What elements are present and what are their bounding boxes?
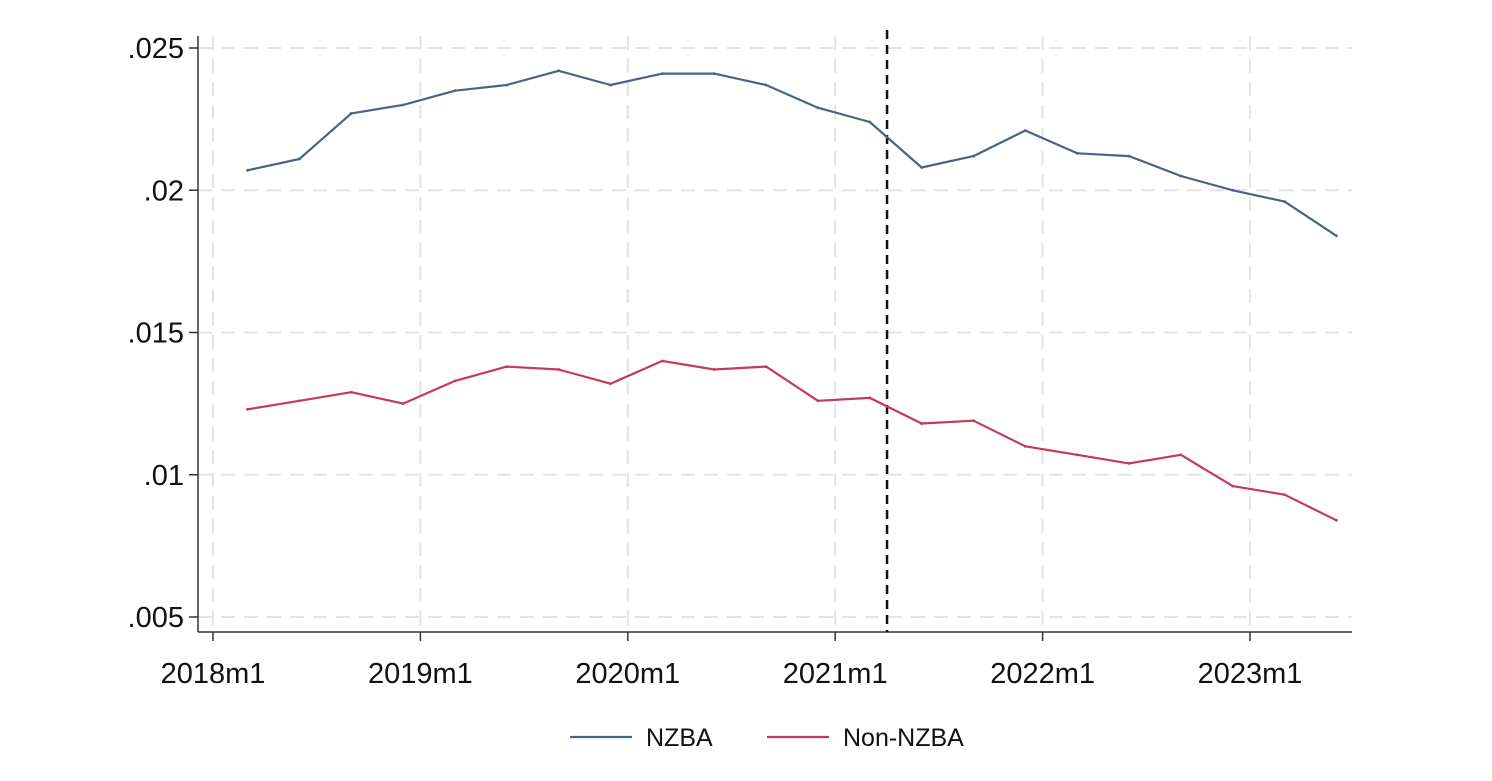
data-point bbox=[298, 399, 301, 403]
data-point bbox=[764, 83, 768, 87]
data-point bbox=[1023, 444, 1027, 448]
data-point bbox=[505, 365, 509, 369]
y-ticks: .005 .01 .015 .02 .025 bbox=[128, 33, 198, 634]
y-tick-label: .005 bbox=[128, 602, 184, 634]
x-tick-label: 2023m1 bbox=[1198, 658, 1303, 690]
data-point bbox=[920, 166, 924, 169]
data-point bbox=[1023, 129, 1027, 132]
x-tick-label: 2021m1 bbox=[783, 658, 888, 690]
data-point bbox=[349, 390, 353, 394]
legend-label-nzba: NZBA bbox=[646, 724, 713, 752]
data-point bbox=[1283, 493, 1286, 497]
axes bbox=[197, 36, 1352, 633]
legend-label-non-nzba: Non-NZBA bbox=[843, 724, 964, 752]
data-point bbox=[712, 368, 716, 371]
data-point bbox=[816, 106, 820, 110]
data-point bbox=[1179, 174, 1183, 178]
data-point bbox=[1231, 484, 1235, 488]
data-point bbox=[1179, 453, 1183, 457]
data-point bbox=[660, 72, 664, 76]
series-lines bbox=[246, 69, 1338, 522]
y-tick-label: .025 bbox=[128, 33, 184, 65]
data-point bbox=[349, 112, 353, 115]
legend: NZBA Non-NZBA bbox=[570, 724, 964, 752]
data-point bbox=[1231, 188, 1235, 192]
data-point bbox=[609, 382, 612, 386]
x-ticks: 2018m1 2019m1 2020m1 2021m1 2022m1 2023m1 bbox=[161, 632, 1303, 690]
data-point bbox=[764, 365, 768, 369]
data-point bbox=[298, 157, 301, 161]
series-line-nzba bbox=[246, 69, 1338, 237]
data-point bbox=[868, 396, 872, 400]
data-point bbox=[660, 359, 664, 363]
data-point bbox=[972, 419, 975, 423]
data-point bbox=[1075, 151, 1079, 155]
gridlines bbox=[198, 36, 1352, 632]
data-point bbox=[246, 407, 249, 411]
data-point bbox=[401, 402, 405, 406]
data-point bbox=[609, 83, 612, 87]
data-point bbox=[453, 89, 457, 93]
y-tick-label: .015 bbox=[128, 318, 184, 350]
data-point bbox=[557, 368, 561, 371]
data-point bbox=[1127, 461, 1131, 465]
x-tick-label: 2020m1 bbox=[575, 658, 680, 690]
data-point bbox=[816, 399, 820, 403]
data-point bbox=[246, 168, 249, 172]
series-line-non-nzba bbox=[246, 359, 1338, 522]
data-point bbox=[920, 422, 924, 425]
data-point bbox=[1075, 453, 1079, 457]
data-point bbox=[972, 154, 975, 158]
x-tick-label: 2018m1 bbox=[161, 658, 266, 690]
data-point bbox=[1335, 234, 1338, 238]
x-tick-label: 2019m1 bbox=[368, 658, 473, 690]
x-tick-label: 2022m1 bbox=[990, 658, 1095, 690]
y-tick-label: .01 bbox=[144, 460, 184, 492]
data-point bbox=[401, 103, 405, 107]
data-point bbox=[712, 72, 716, 76]
data-point bbox=[1127, 154, 1131, 158]
data-point bbox=[453, 379, 457, 383]
y-tick-label: .02 bbox=[144, 175, 184, 207]
data-point bbox=[505, 83, 509, 87]
data-point bbox=[557, 69, 561, 73]
data-point bbox=[868, 120, 872, 124]
data-point bbox=[1335, 518, 1338, 522]
data-point bbox=[1283, 200, 1286, 204]
